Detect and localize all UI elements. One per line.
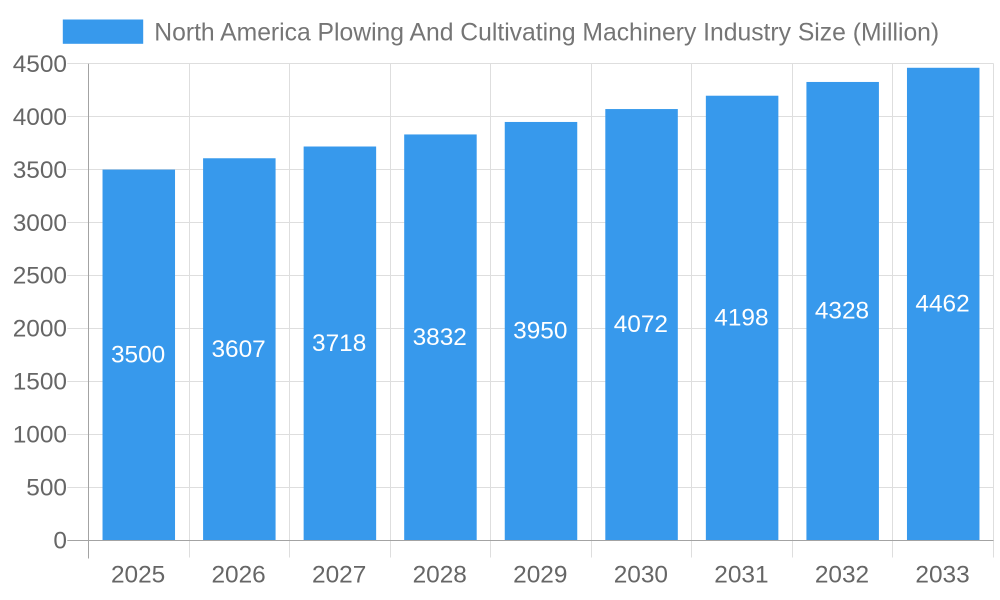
svg-text:3832: 3832: [413, 324, 467, 351]
svg-text:4500: 4500: [13, 51, 67, 78]
svg-text:4328: 4328: [815, 298, 869, 325]
svg-text:2500: 2500: [13, 263, 67, 290]
svg-text:2028: 2028: [413, 562, 467, 589]
svg-text:1000: 1000: [13, 421, 67, 448]
svg-text:4462: 4462: [915, 291, 969, 318]
svg-text:2030: 2030: [614, 562, 668, 589]
svg-text:4000: 4000: [13, 104, 67, 131]
svg-text:3718: 3718: [312, 330, 366, 357]
svg-text:2031: 2031: [714, 562, 768, 589]
svg-text:3500: 3500: [111, 341, 165, 368]
svg-text:3607: 3607: [211, 336, 265, 363]
svg-text:4198: 4198: [714, 305, 768, 332]
svg-text:3950: 3950: [513, 318, 567, 345]
svg-text:0: 0: [53, 527, 67, 554]
svg-text:2033: 2033: [915, 562, 969, 589]
svg-text:North America Plowing And Cult: North America Plowing And Cultivating Ma…: [154, 19, 939, 46]
svg-text:2000: 2000: [13, 316, 67, 343]
svg-text:500: 500: [26, 474, 67, 501]
svg-text:2025: 2025: [111, 562, 165, 589]
svg-text:3000: 3000: [13, 210, 67, 237]
svg-text:1500: 1500: [13, 369, 67, 396]
svg-text:2026: 2026: [211, 562, 265, 589]
svg-text:4072: 4072: [614, 311, 668, 338]
svg-text:3500: 3500: [13, 157, 67, 184]
svg-text:2032: 2032: [815, 562, 869, 589]
svg-text:2029: 2029: [513, 562, 567, 589]
svg-text:2027: 2027: [312, 562, 366, 589]
